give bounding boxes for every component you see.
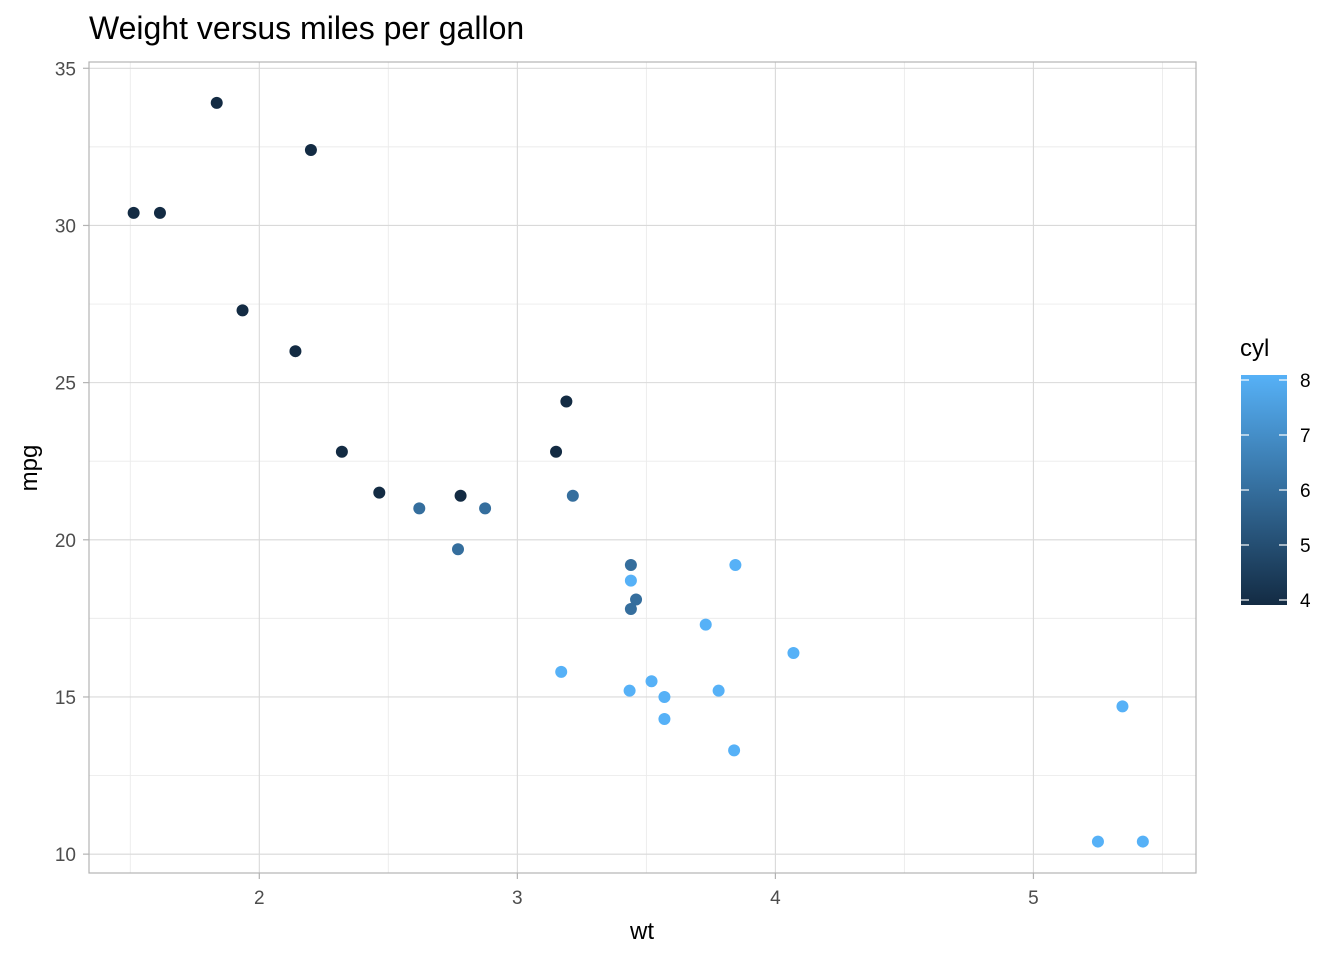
legend-tick-label: 4 [1300,591,1311,612]
data-point [210,96,223,109]
data-point [712,684,725,697]
major-gridlines [89,62,1196,873]
data-point [624,558,637,571]
data-point [728,744,741,757]
data-point [624,574,637,587]
y-tick-label: 10 [55,845,76,866]
data-point [560,395,573,408]
data-point [236,304,249,317]
y-axis-title: mpg [16,445,43,492]
x-axis-ticks: 2 3 4 5 [254,873,1039,909]
data-point [566,489,579,502]
data-point [555,665,568,678]
data-point [1091,835,1104,848]
data-point [787,646,800,659]
minor-gridlines [89,62,1196,873]
data-point [335,445,348,458]
y-tick-label: 30 [55,216,76,237]
data-point [645,675,658,688]
color-legend: cyl 4 5 6 7 8 [1240,335,1311,612]
data-point [624,602,637,615]
data-point [479,502,492,515]
legend-tick-label: 8 [1300,371,1311,392]
data-point [373,486,386,499]
data-point [413,502,426,515]
y-tick-label: 25 [55,374,76,395]
data-point [127,206,140,219]
data-point [304,144,317,157]
legend-tick-label: 7 [1300,426,1311,447]
data-points [127,96,1149,848]
legend-title: cyl [1240,335,1269,362]
x-tick-label: 3 [512,888,523,909]
legend-tick-label: 6 [1300,481,1311,502]
data-point [729,558,742,571]
data-point [699,618,712,631]
data-point [658,690,671,703]
legend-tick-label: 5 [1300,536,1311,557]
data-point [1136,835,1149,848]
x-tick-label: 5 [1028,888,1039,909]
data-point [630,593,643,606]
x-axis-title: wt [629,918,654,945]
y-tick-label: 20 [55,531,76,552]
x-tick-label: 2 [254,888,265,909]
data-point [452,543,464,556]
y-axis-ticks: 10 15 20 25 30 35 [55,59,89,866]
y-tick-label: 35 [55,59,76,80]
chart-title: Weight versus miles per gallon [89,10,524,46]
data-point [658,712,671,725]
plot-panel-border [88,61,1197,874]
data-point [153,206,166,219]
data-point [1116,700,1129,713]
data-point [623,684,636,697]
data-point [289,345,302,358]
legend-ticks: 4 5 6 7 8 [1241,371,1311,612]
data-point [454,489,467,502]
y-tick-label: 15 [55,688,76,709]
data-point [550,445,563,458]
x-tick-label: 4 [770,888,781,909]
